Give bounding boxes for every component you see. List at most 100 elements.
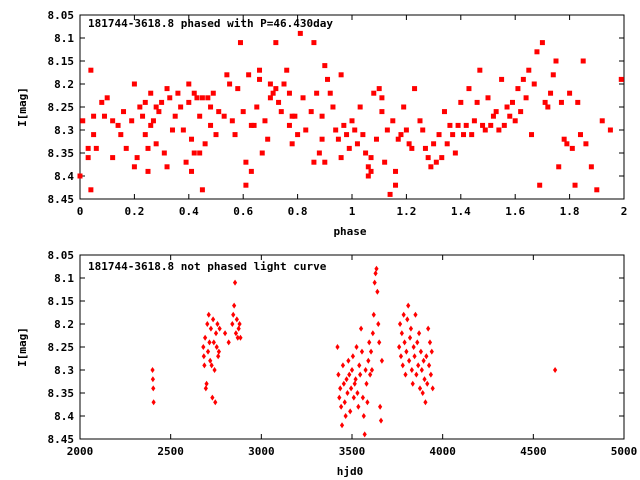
phased-data-point [169,127,175,133]
unphased-data-point [426,325,431,332]
phased-data-point [393,168,399,174]
phased-data-point [267,81,273,87]
phased-data-point [189,168,195,174]
unphased-data-point [348,385,354,392]
unphased-data-point [411,344,416,350]
unphased-data-point [208,357,213,364]
unphased-data-point [375,288,380,295]
phased-data-point [289,141,295,147]
unphased-data-point [232,302,237,309]
unphased-data-point [359,348,365,355]
phased-data-point [599,118,605,124]
phased-data-point [322,63,328,69]
phased-data-point [208,104,214,110]
phased-data-point [110,118,116,124]
unphased-x-tick-label: 3000 [248,445,275,458]
phased-data-point [243,182,249,188]
phased-data-point [422,145,428,151]
phased-data-point [461,132,467,138]
unphased-data-point [358,325,364,332]
phased-data-point [471,118,477,124]
phased-data-point [512,118,518,124]
phased-x-tick-label: 1.2 [396,205,416,218]
unphased-data-point [378,417,384,424]
phased-data-point [267,95,273,101]
phased-data-point [197,150,203,156]
phased-data-point [118,132,124,138]
phased-data-point [572,182,578,188]
unphased-data-point [407,334,413,341]
phased-data-point [121,109,127,115]
unphased-data-point [352,380,357,387]
unphased-data-point [399,330,404,337]
phased-data-point [520,76,526,82]
phased-data-point [251,122,257,128]
phased-data-point [172,113,178,119]
phased-data-point [490,113,496,119]
phased-data-point [308,109,314,115]
unphased-data-point [422,376,427,383]
phased-data-point [88,187,94,193]
phased-data-point [567,90,573,96]
unphased-data-point [367,339,372,346]
phased-data-point [292,113,298,119]
phased-data-point [199,95,205,101]
phased-data-point [569,145,575,151]
phased-data-point [88,67,94,73]
phased-data-point [398,132,404,138]
unphased-data-point [212,367,217,373]
unphased-data-point [401,311,406,318]
unphased-data-point [407,357,412,364]
phased-y-tick-label: 8.2 [54,78,74,91]
phased-data-point [393,182,399,188]
phased-data-point [539,40,545,46]
unphased-data-point [204,380,209,387]
phased-data-point [319,113,325,119]
unphased-data-point [347,371,352,378]
unphased-data-point [414,371,419,378]
phased-data-point [564,141,570,147]
unphased-x-tick-label: 2000 [67,445,94,458]
phased-data-point [425,155,431,161]
unphased-data-point [364,380,369,387]
phased-data-point [371,90,377,96]
unphased-data-point [346,357,351,364]
unphased-data-point [429,348,434,355]
phased-x-tick-label: 0.8 [288,205,308,218]
unphased-data-point [151,385,156,392]
unphased-y-tick-label: 8.15 [48,295,75,308]
phased-data-point [262,118,268,124]
phased-data-point [325,76,331,82]
phased-data-point [395,136,401,142]
phased-data-point [607,127,613,133]
unphased-data-points [150,265,558,438]
phased-data-point [577,132,583,138]
phased-data-point [365,164,371,170]
unphased-data-point [209,362,214,369]
unphased-data-point [417,385,423,392]
unphased-data-point [201,353,206,360]
phased-data-point [447,122,453,128]
phased-data-point [232,132,238,138]
unphased-data-point [336,371,341,378]
phased-data-point [254,104,260,110]
unphased-data-point [426,362,432,369]
phased-y-tick-label: 8.35 [48,147,75,160]
phased-data-point [131,164,137,170]
phased-x-tick-label: 1.4 [451,205,471,218]
phased-data-point [237,40,243,46]
phased-data-point [417,118,423,124]
phased-data-point [431,141,437,147]
unphased-y-tick-label: 8.05 [48,249,75,262]
phased-data-point [409,145,415,151]
unphased-data-point [397,344,402,350]
phased-data-point [140,113,146,119]
unphased-data-point [409,367,414,373]
unphased-data-point [354,344,359,350]
phased-data-point [531,81,537,87]
phased-data-point [439,155,445,161]
unphased-data-point [421,357,426,364]
unphased-data-point [402,339,407,346]
phased-data-point [194,95,200,101]
phased-data-point [316,150,322,156]
